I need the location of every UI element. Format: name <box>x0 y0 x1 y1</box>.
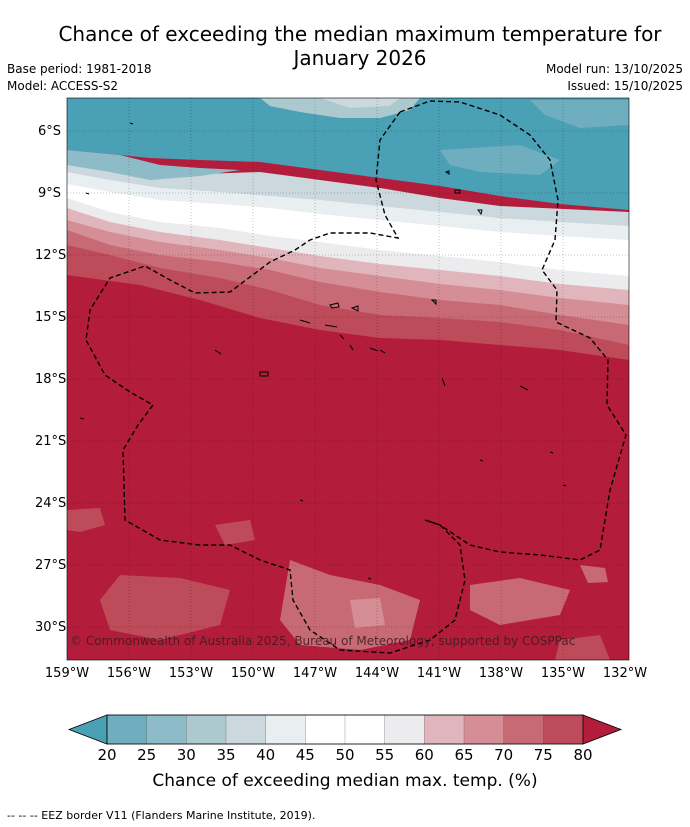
colorbar-tick: 80 <box>573 746 593 764</box>
colorbar-tick: 45 <box>295 746 315 764</box>
lon-label: 135°W <box>540 666 586 681</box>
lat-label: 27°S <box>35 558 67 573</box>
lat-label: 6°S <box>37 124 61 139</box>
lat-label: 21°S <box>35 434 67 449</box>
lon-label: 159°W <box>44 666 90 681</box>
colorbar-tick: 35 <box>216 746 236 764</box>
colorbar-tick: 70 <box>494 746 514 764</box>
model-run: Model run: 13/10/2025 <box>545 62 683 76</box>
colorbar-cell <box>503 714 544 745</box>
eez-footnote: -- -- -- EEZ border V11 (Flanders Marine… <box>7 809 316 822</box>
colorbar-tick: 40 <box>256 746 276 764</box>
model-name: Model: ACCESS-S2 <box>7 79 119 93</box>
colorbar <box>67 714 623 745</box>
lon-label: 138°W <box>478 666 524 681</box>
colorbar-tick: 30 <box>176 746 196 764</box>
lon-label: 144°W <box>354 666 400 681</box>
colorbar-tick: 20 <box>97 746 117 764</box>
colorbar-cell <box>106 714 148 745</box>
colorbar-extend-low <box>67 714 108 745</box>
island-outlines <box>79 122 567 580</box>
lon-label: 153°W <box>168 666 214 681</box>
colorbar-cell <box>543 714 584 745</box>
colorbar-cell <box>225 714 267 745</box>
lon-label: 141°W <box>416 666 462 681</box>
lat-label: 18°S <box>35 372 67 387</box>
colorbar-cell <box>463 714 505 745</box>
eez-border <box>85 100 627 654</box>
colorbar-tick: 75 <box>533 746 553 764</box>
lat-label: 30°S <box>35 620 67 635</box>
lat-label: 15°S <box>35 310 67 325</box>
lon-label: 150°W <box>230 666 276 681</box>
colorbar-cell <box>305 714 346 745</box>
lon-label: 156°W <box>106 666 152 681</box>
lon-label: 147°W <box>292 666 338 681</box>
colorbar-cell <box>146 714 187 745</box>
colorbar-tick: 50 <box>335 746 355 764</box>
graticule <box>67 98 629 660</box>
colorbar-cell <box>424 714 465 745</box>
colorbar-tick: 60 <box>414 746 434 764</box>
lat-label: 24°S <box>35 496 67 511</box>
colorbar-cell <box>384 714 425 745</box>
colorbar-frame <box>106 714 584 745</box>
lat-label: 12°S <box>35 248 67 263</box>
colorbar-cell <box>344 714 386 745</box>
colorbar-extend-high <box>582 714 623 745</box>
colorbar-label: Chance of exceeding median max. temp. (%… <box>152 771 538 791</box>
probability-field <box>67 98 629 660</box>
issued-date: Issued: 15/10/2025 <box>567 79 683 93</box>
colorbar-cell <box>186 714 227 745</box>
lon-label: 132°W <box>602 666 648 681</box>
lat-label: 9°S <box>37 186 61 201</box>
colorbar-tick: 65 <box>454 746 474 764</box>
colorbar-tick: 25 <box>137 746 157 764</box>
colorbar-cell <box>265 714 306 745</box>
map-frame <box>66 97 630 661</box>
map-title: Chance of exceeding the median maximum t… <box>58 22 662 70</box>
colorbar-tick: 55 <box>375 746 395 764</box>
base-period: Base period: 1981-2018 <box>7 62 152 76</box>
copyright-notice: © Commonwealth of Australia 2025, Bureau… <box>70 634 576 648</box>
